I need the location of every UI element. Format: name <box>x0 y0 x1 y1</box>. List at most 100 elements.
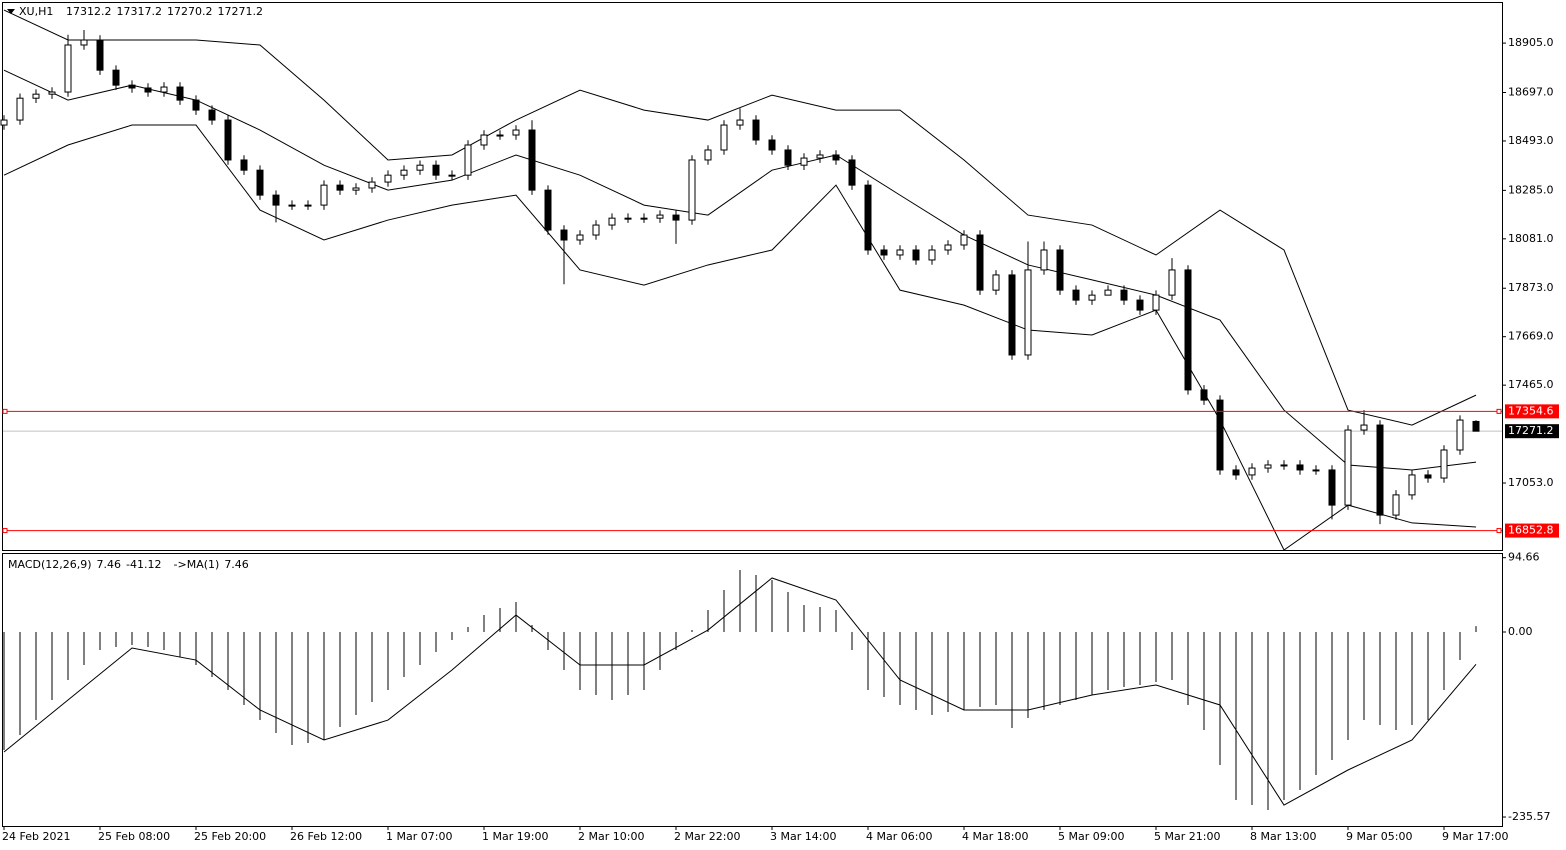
x-tick-label: 2 Mar 10:00 <box>578 830 644 843</box>
candle-body <box>896 249 904 256</box>
candle-body <box>784 149 792 166</box>
candle-body <box>128 84 136 89</box>
candle-body <box>960 234 968 246</box>
y-tick-label: -235.57 <box>1508 810 1550 823</box>
level-handle <box>1496 408 1502 414</box>
candle-body <box>1136 299 1144 311</box>
candle-body <box>752 119 760 141</box>
candle-body <box>1328 469 1336 506</box>
candle-body <box>1344 429 1352 506</box>
candle-body <box>0 119 8 126</box>
candle-body <box>736 119 744 126</box>
candle-body <box>1440 449 1448 479</box>
candle-body <box>928 249 936 261</box>
candle-body <box>1360 424 1368 431</box>
candle-body <box>640 217 648 220</box>
candle-body <box>288 204 296 207</box>
y-tick-label: 94.66 <box>1508 551 1540 564</box>
candle-body <box>1248 467 1256 476</box>
candle-body <box>1040 249 1048 271</box>
candle-body <box>800 157 808 166</box>
candle-body <box>336 184 344 191</box>
level-handle <box>1496 528 1502 534</box>
bollinger-band <box>3 124 1477 551</box>
candle-body <box>1392 494 1400 516</box>
x-tick-label: 26 Feb 12:00 <box>290 830 362 843</box>
level-label-box <box>1505 404 1559 419</box>
candle-body <box>1264 464 1272 469</box>
x-tick-label: 4 Mar 18:00 <box>962 830 1028 843</box>
candle-body <box>512 129 520 136</box>
y-tick-label: 17873.0 <box>1508 281 1554 294</box>
header-value: 17270.2 <box>167 5 213 18</box>
y-tick-label: 18493.0 <box>1508 134 1554 147</box>
x-tick-label: 8 Mar 13:00 <box>1250 830 1316 843</box>
candle-body <box>368 181 376 189</box>
candle-body <box>384 174 392 183</box>
candle-body <box>48 91 56 95</box>
last-price-label: 17271.2 <box>1508 424 1554 437</box>
candle-body <box>80 39 88 46</box>
y-tick-label: 18081.0 <box>1508 232 1554 245</box>
x-tick-label: 5 Mar 09:00 <box>1058 830 1124 843</box>
y-tick-label: 0.00 <box>1508 625 1533 638</box>
x-tick-label: 1 Mar 19:00 <box>482 830 548 843</box>
candle-body <box>480 134 488 146</box>
candle-body <box>1088 294 1096 301</box>
level-label: 17354.6 <box>1508 404 1554 417</box>
menu-triangle[interactable] <box>7 9 15 14</box>
candle-body <box>704 149 712 161</box>
candle-body <box>544 189 552 231</box>
candle-body <box>1200 389 1208 401</box>
candle-body <box>320 184 328 206</box>
candle-body <box>1216 399 1224 471</box>
candle-body <box>240 159 248 171</box>
candle-body <box>672 214 680 221</box>
candle-body <box>656 214 664 219</box>
candle-body <box>1152 294 1160 311</box>
candle-body <box>304 204 312 207</box>
x-tick-label: 1 Mar 07:00 <box>386 830 452 843</box>
candle-body <box>1024 269 1032 356</box>
candle-body <box>432 164 440 176</box>
x-tick-label: 4 Mar 06:00 <box>866 830 932 843</box>
candle-body <box>608 217 616 226</box>
candle-body <box>1056 249 1064 291</box>
symbol: XU,H1 <box>19 5 53 18</box>
signal-value: -41.12 <box>126 558 161 571</box>
candle-body <box>832 154 840 161</box>
macd-title: MACD(12,26,9) <box>8 558 92 571</box>
bollinger-band <box>3 69 1477 471</box>
level-label: 16852.8 <box>1508 524 1554 537</box>
candle-body <box>352 187 360 191</box>
y-tick-label: 17053.0 <box>1508 476 1554 489</box>
candle-body <box>816 154 824 159</box>
candle-body <box>192 99 200 111</box>
macd-pane-frame <box>2 553 1503 827</box>
x-tick-label: 24 Feb 2021 <box>2 830 70 843</box>
candle-body <box>208 109 216 121</box>
candle-body <box>1120 289 1128 301</box>
candle-body <box>624 217 632 220</box>
candle-body <box>592 224 600 236</box>
candle-body <box>720 124 728 151</box>
candle-body <box>1104 289 1112 296</box>
candle-body <box>1296 464 1304 471</box>
candle-body <box>272 194 280 206</box>
ma-value: 7.46 <box>224 558 249 571</box>
level-handle <box>2 528 8 534</box>
header-value: 17271.2 <box>218 5 264 18</box>
candle-body <box>256 169 264 196</box>
candle-body <box>560 229 568 241</box>
candle-body <box>32 93 40 99</box>
bollinger-band <box>3 9 1477 426</box>
candle-body <box>880 249 888 256</box>
y-tick-label: 18905.0 <box>1508 36 1554 49</box>
candle-body <box>416 164 424 171</box>
level-label-box <box>1505 523 1559 538</box>
candle-body <box>1424 474 1432 479</box>
candle-body <box>1456 419 1464 451</box>
candle-body <box>1408 474 1416 496</box>
